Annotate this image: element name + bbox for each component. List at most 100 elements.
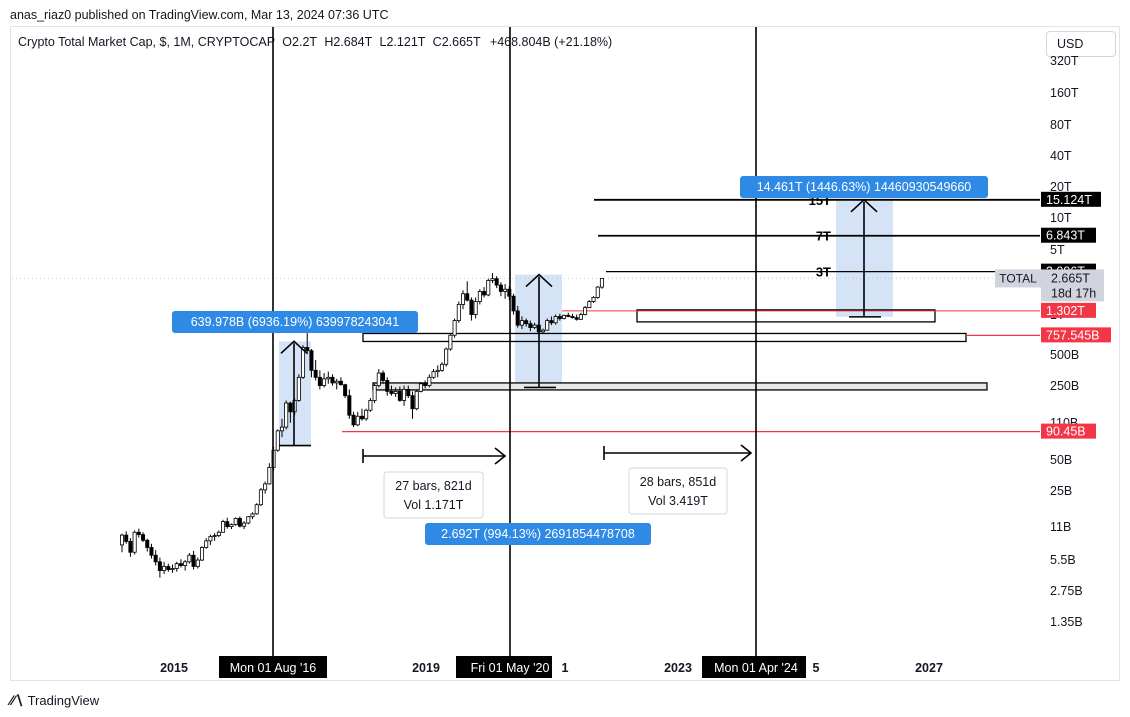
candle-up (322, 378, 327, 386)
candle-down (124, 534, 129, 542)
x-tick-label-partial: 5 (813, 661, 820, 675)
candle-up (452, 320, 457, 336)
y-tick-label: 5.5B (1050, 553, 1076, 567)
vertical-marker-date: Fri 01 May '20 (471, 661, 550, 675)
candle-up (439, 363, 444, 371)
current-symbol-box (995, 269, 1041, 288)
support-zone-box (372, 382, 988, 391)
candle-up (258, 489, 263, 506)
candle-down (153, 554, 158, 563)
candle-up (187, 554, 192, 563)
candle-up (456, 304, 461, 321)
candle-up (461, 293, 466, 305)
vertical-marker-date-box (456, 656, 552, 678)
high-label: H (324, 35, 334, 49)
range-info-box (628, 467, 728, 515)
measure-label-box (425, 523, 651, 545)
chart-frame (10, 26, 1120, 681)
candle-down (141, 534, 146, 541)
candle-up (553, 316, 558, 324)
currency-button[interactable]: USD (1046, 31, 1116, 57)
candle-down (498, 284, 503, 292)
candle-up (376, 372, 381, 386)
close-label: C (432, 35, 442, 49)
footer-brand[interactable]: ⁄⁄∖ TradingView (10, 692, 99, 709)
candle-up (212, 535, 217, 538)
current-price-box (1041, 269, 1104, 302)
range-arrowhead (494, 447, 507, 465)
vertical-marker-date: Mon 01 Apr '24 (714, 661, 798, 675)
candle-up (368, 400, 373, 411)
candle-up (229, 524, 234, 528)
y-tick-label: 25B (1050, 484, 1072, 498)
symbol-title[interactable]: Crypto Total Market Cap, $, 1M, CRYPTOCA… (18, 35, 275, 49)
candle-up (199, 547, 204, 561)
candle-up (216, 531, 221, 536)
price-label: 15.124T (1046, 193, 1092, 207)
price-change: +468.804B (+21.18%) (489, 35, 613, 49)
close-value: 2.665T (441, 35, 481, 49)
candle-up (334, 380, 339, 384)
candle-down (178, 563, 183, 566)
candle-down (149, 547, 154, 556)
candle-up (221, 521, 226, 533)
candle-up (242, 522, 247, 527)
candle-down (309, 350, 314, 371)
candle-up (263, 483, 268, 491)
measure-arrowhead (525, 273, 553, 288)
candle-up (174, 563, 179, 569)
candle-down (570, 316, 575, 319)
price-label: 6.843T (1046, 229, 1085, 243)
candle-down (528, 323, 533, 328)
footer-brand-text: TradingView (27, 693, 100, 708)
ohlc-low: L2.121T (380, 35, 426, 49)
candle-down (515, 310, 520, 326)
candle-down (557, 316, 562, 319)
candle-up (393, 390, 398, 394)
symbol-legend: Crypto Total Market Cap, $, 1M, CRYPTOCA… (18, 35, 612, 49)
y-tick-label: 40T (1050, 149, 1072, 163)
candle-up (562, 314, 567, 319)
y-tick-label: 80T (1050, 118, 1072, 132)
y-tick-label: 5T (1050, 243, 1065, 257)
candle-up (473, 301, 478, 315)
measure-label: 14.461T (1446.63%) 14460930549660 (757, 180, 972, 194)
range-vol-label: Vol 1.171T (404, 498, 464, 512)
candle-up (578, 314, 583, 320)
candle-down (482, 291, 487, 296)
candle-up (545, 320, 550, 331)
current-price-label: 2.665T (1051, 271, 1090, 285)
candle-up (204, 540, 209, 548)
candle-down (157, 561, 162, 572)
measure-label: 639.978B (6936.19%) 639978243041 (191, 315, 400, 329)
candle-up (275, 430, 280, 451)
candle-down (128, 541, 133, 553)
candle-down (136, 531, 141, 536)
y-tick-label: 2.75B (1050, 584, 1083, 598)
candle-up (402, 388, 407, 401)
candle-up (162, 566, 167, 572)
range-arrowhead (740, 444, 753, 462)
candle-up (418, 383, 423, 392)
candle-up (267, 467, 272, 485)
candle-up (490, 278, 495, 281)
candle-down (305, 347, 310, 352)
y-tick-label: 10T (1050, 211, 1072, 225)
vertical-marker-date-box (702, 656, 806, 678)
measure-arrowhead (280, 340, 308, 354)
candle-down (566, 314, 571, 317)
candle-up (279, 426, 284, 432)
measure-box (279, 341, 311, 446)
y-tick-label: 20T (1050, 180, 1072, 194)
y-tick-label: 500B (1050, 348, 1079, 362)
candle-up (477, 291, 482, 302)
level-label: 3T (816, 265, 831, 280)
candle-up (435, 369, 440, 373)
ohlc-high: H2.684T (324, 35, 372, 49)
ohlc-open: O2.2T (282, 35, 317, 49)
candle-up (519, 320, 524, 326)
candle-up (326, 376, 331, 380)
candle-up (355, 415, 360, 426)
support-zone-box (362, 332, 967, 343)
